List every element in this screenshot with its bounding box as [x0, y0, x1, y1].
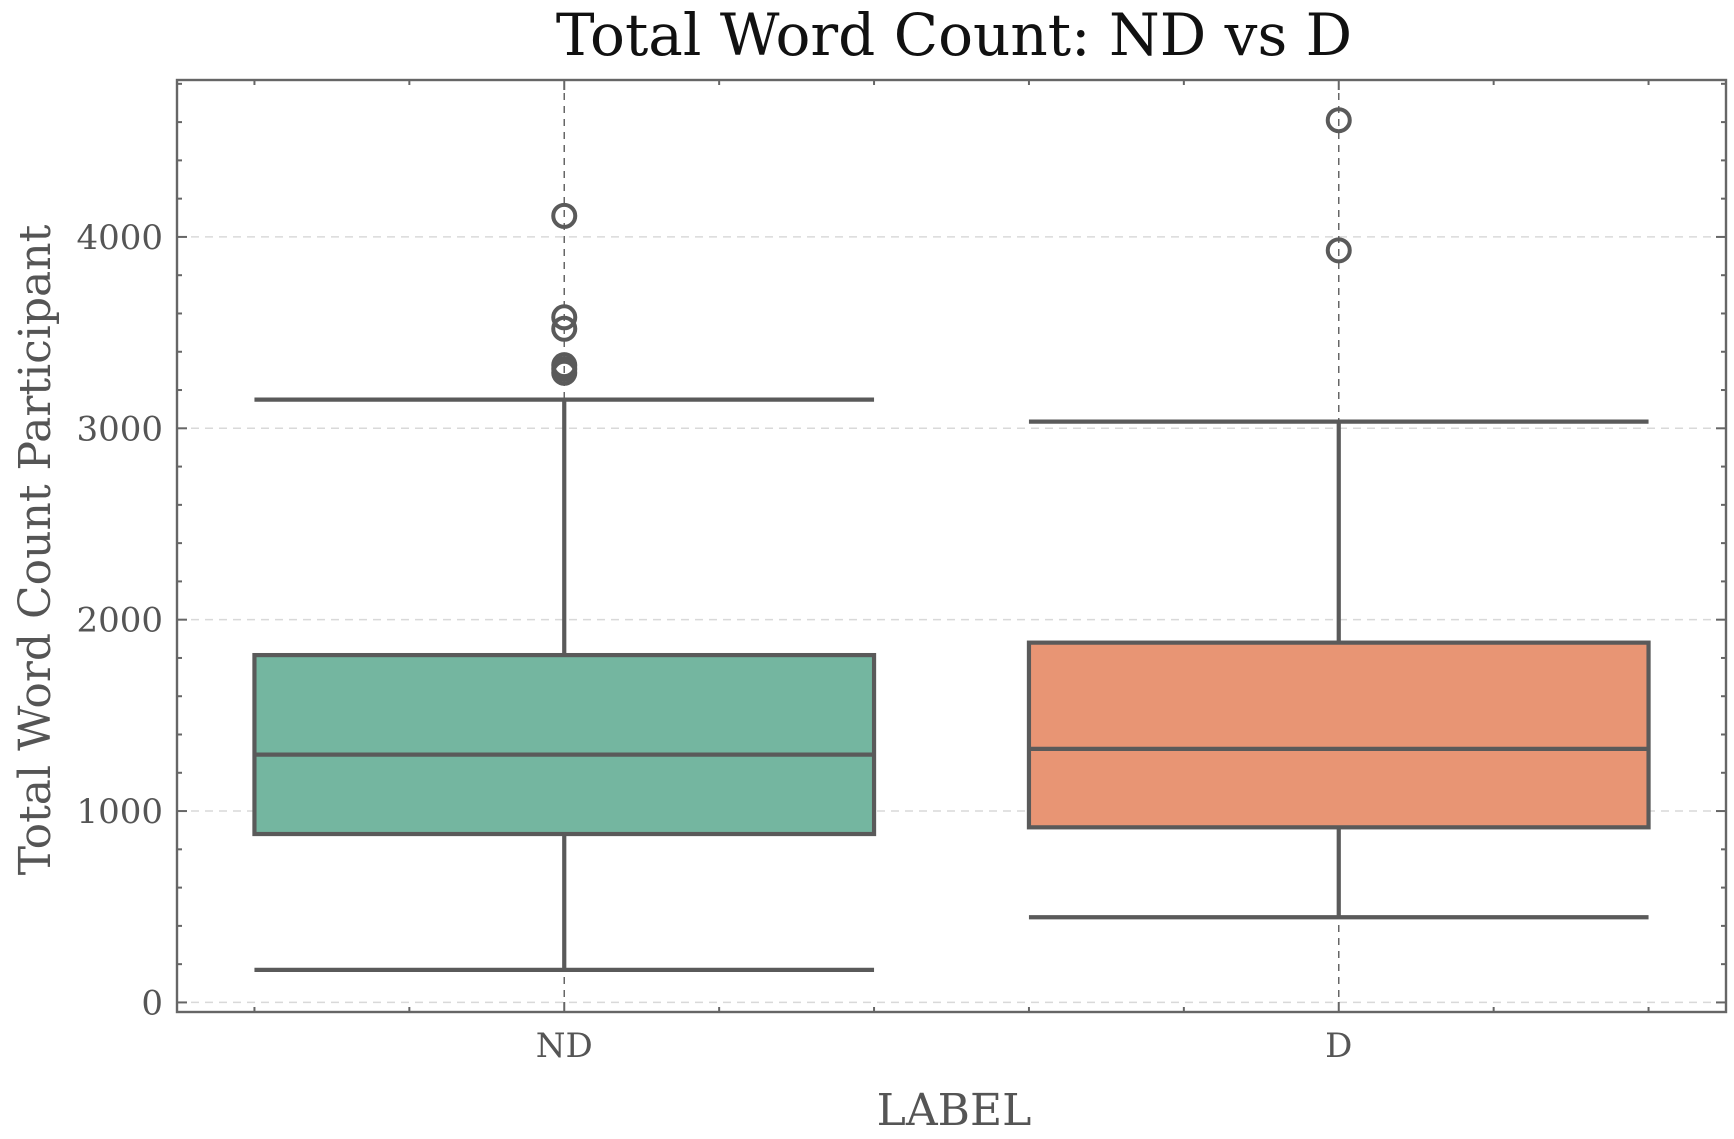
y-tick-label: 0 — [141, 983, 163, 1023]
outlier-point — [551, 202, 578, 229]
chart-title: Total Word Count: ND vs D — [556, 1, 1352, 69]
x-axis-label: LABEL — [877, 1085, 1032, 1136]
y-tick-label: 2000 — [76, 601, 163, 641]
grid-layer — [177, 80, 1726, 1012]
outlier-point — [1325, 237, 1352, 264]
tick-layer: 0 1000 2000 3000 4000 ND D — [76, 80, 1726, 1066]
box-d — [1026, 640, 1651, 830]
y-tick-label: 1000 — [76, 792, 163, 832]
box-nd — [252, 652, 877, 837]
outlier-point — [1325, 107, 1352, 134]
plot-frame — [175, 78, 1728, 1014]
box-layer — [252, 107, 1651, 972]
outlier-point — [551, 352, 578, 379]
outlier-point — [551, 304, 578, 331]
y-axis-label: Total Word Count Participant — [10, 224, 61, 875]
outlier-point — [551, 315, 578, 342]
x-tick-label: D — [1325, 1026, 1352, 1066]
y-tick-label: 3000 — [76, 409, 163, 449]
y-tick-label: 4000 — [76, 218, 163, 258]
x-tick-label: ND — [536, 1026, 593, 1066]
